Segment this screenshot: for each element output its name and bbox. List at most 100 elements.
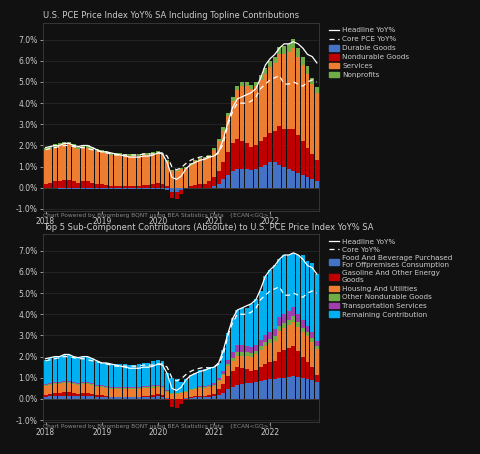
Bar	[109, 387, 113, 388]
Bar	[282, 378, 286, 399]
Bar	[226, 113, 230, 116]
Bar	[245, 143, 249, 169]
Bar	[296, 351, 300, 377]
Bar	[235, 355, 240, 367]
Bar	[62, 355, 66, 380]
Bar	[160, 388, 165, 395]
Bar	[268, 270, 272, 332]
Bar	[305, 336, 310, 362]
Bar	[212, 384, 216, 385]
Bar	[184, 398, 188, 399]
Bar	[81, 188, 85, 189]
Bar	[250, 170, 253, 188]
Bar	[76, 383, 80, 384]
Bar	[259, 350, 263, 367]
Bar	[58, 143, 61, 145]
Bar	[62, 381, 66, 383]
Bar	[76, 385, 80, 394]
Bar	[90, 188, 94, 189]
Bar	[67, 180, 71, 188]
Bar	[151, 397, 155, 399]
Bar	[90, 183, 94, 188]
Bar	[81, 382, 85, 383]
Bar	[245, 86, 249, 143]
Bar	[226, 116, 230, 152]
Bar	[119, 389, 122, 397]
Bar	[132, 156, 136, 186]
Bar	[203, 157, 206, 158]
Bar	[259, 80, 263, 141]
Bar	[151, 154, 155, 183]
Bar	[277, 352, 281, 378]
Bar	[282, 46, 286, 54]
Bar	[175, 171, 179, 188]
Bar	[128, 154, 132, 156]
Bar	[58, 382, 61, 383]
Bar	[109, 188, 113, 189]
Bar	[291, 48, 296, 128]
Bar	[301, 356, 305, 378]
Bar	[100, 188, 104, 189]
Bar	[58, 393, 61, 396]
Bar	[119, 364, 122, 387]
Bar	[137, 389, 141, 397]
Bar	[175, 188, 179, 192]
Bar	[146, 386, 150, 387]
Bar	[235, 310, 240, 345]
Bar	[114, 387, 118, 388]
Bar	[58, 396, 61, 399]
Bar	[305, 326, 310, 332]
Bar	[123, 397, 127, 399]
Bar	[72, 147, 75, 182]
Bar	[235, 139, 240, 169]
Bar	[151, 152, 155, 154]
Bar	[273, 131, 277, 163]
Bar	[231, 143, 235, 171]
Bar	[273, 57, 277, 63]
Bar	[100, 150, 104, 152]
Bar	[301, 57, 305, 65]
Bar	[72, 182, 75, 188]
Bar	[132, 397, 136, 399]
Bar	[203, 397, 206, 399]
Bar	[53, 382, 57, 383]
Bar	[189, 163, 192, 164]
Bar	[216, 381, 221, 390]
Bar	[104, 388, 108, 396]
Bar	[273, 63, 277, 131]
Bar	[277, 317, 281, 326]
Bar	[268, 61, 272, 67]
Bar	[72, 382, 75, 383]
Bar	[291, 375, 296, 399]
Bar	[137, 397, 141, 399]
Bar	[273, 379, 277, 399]
Bar	[315, 349, 319, 375]
Bar	[81, 393, 85, 396]
Bar	[235, 367, 240, 385]
Bar	[291, 253, 296, 307]
Bar	[85, 384, 90, 393]
Bar	[198, 386, 202, 387]
Bar	[123, 154, 127, 156]
Bar	[48, 358, 52, 383]
Bar	[142, 155, 146, 185]
Bar	[151, 395, 155, 397]
Bar	[81, 182, 85, 188]
Bar	[240, 169, 244, 188]
Bar	[240, 368, 244, 384]
Bar	[85, 182, 90, 188]
Bar	[62, 380, 66, 381]
Bar	[231, 319, 235, 352]
Bar	[310, 84, 314, 154]
Bar	[221, 350, 225, 371]
Bar	[226, 333, 230, 360]
Bar	[175, 394, 179, 399]
Bar	[114, 155, 118, 186]
Bar	[114, 389, 118, 397]
Bar	[85, 356, 90, 382]
Bar	[123, 156, 127, 186]
Bar	[287, 128, 291, 169]
Bar	[245, 383, 249, 399]
Bar	[282, 255, 286, 314]
Bar	[264, 137, 267, 164]
